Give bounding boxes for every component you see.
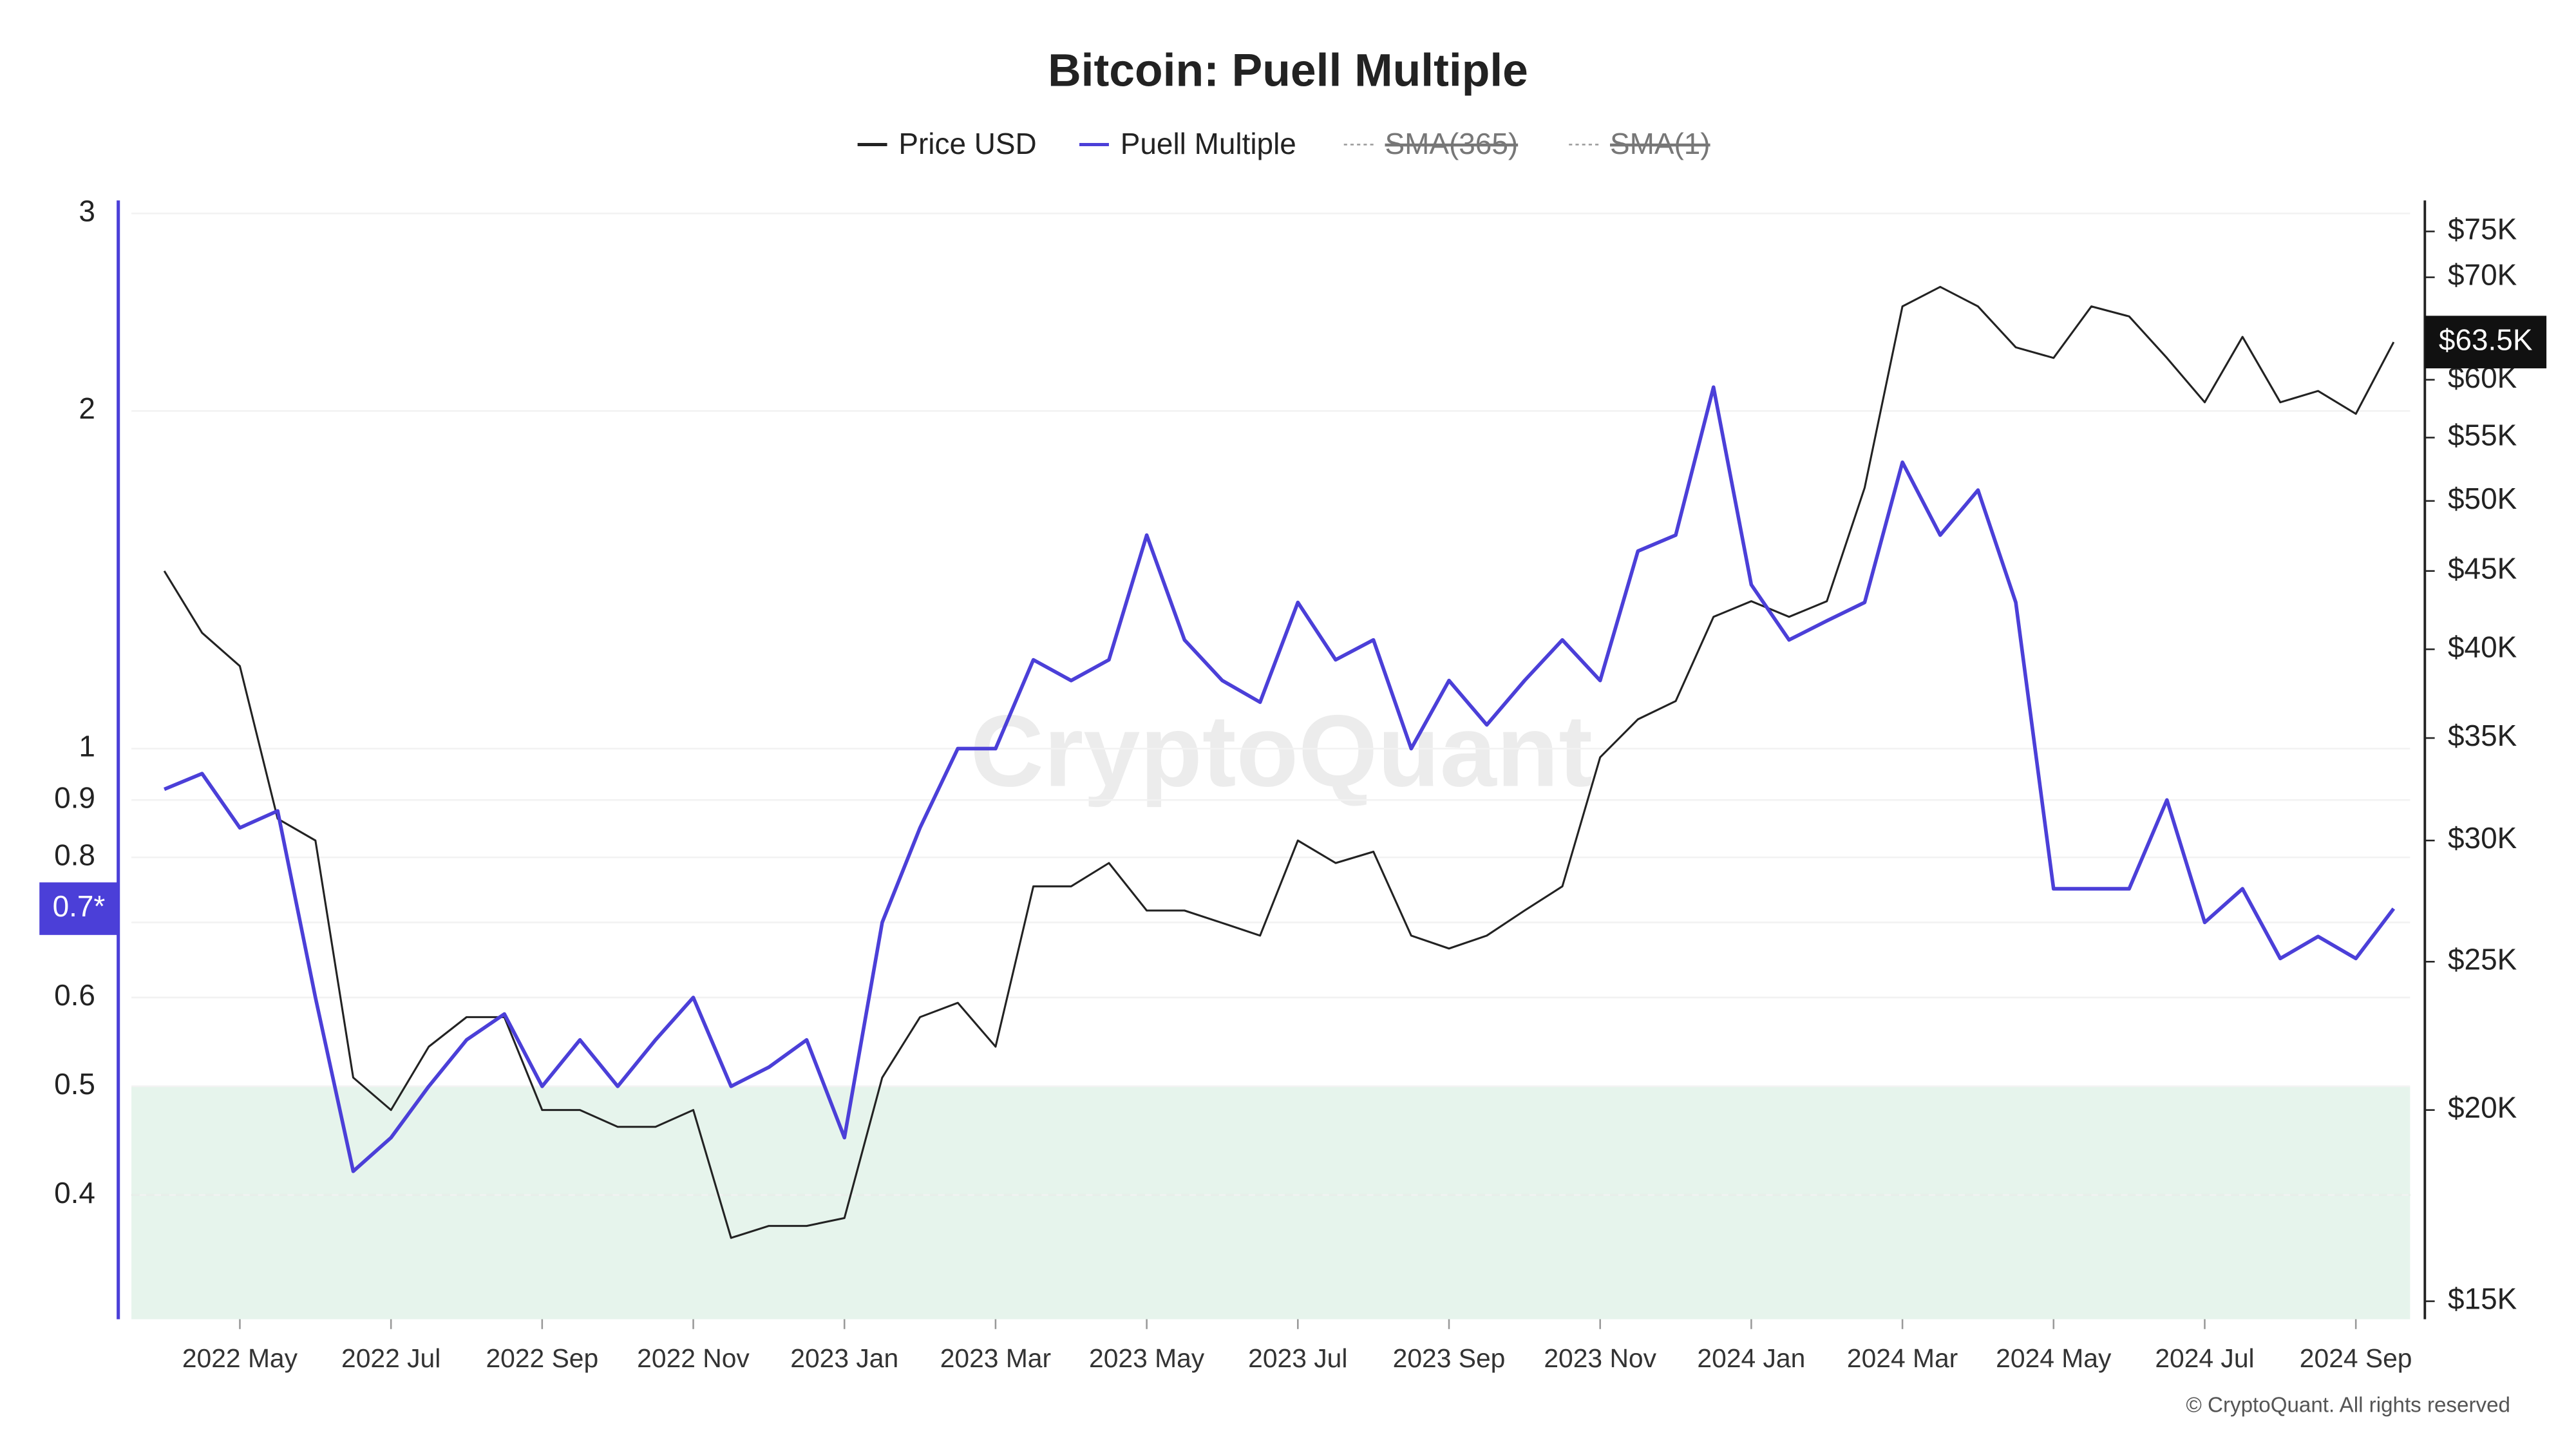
y2-tick-label: $70K	[2448, 258, 2517, 292]
y2-tick-label: $30K	[2448, 821, 2517, 855]
x-tick-label: 2022 Jul	[341, 1343, 440, 1373]
series-line	[163, 285, 2395, 1239]
x-tick-label: 2022 Sep	[486, 1343, 598, 1373]
legend-label: SMA(365)	[1385, 127, 1519, 160]
zone	[131, 1086, 2410, 1320]
y-tick-label: 0.4	[54, 1176, 95, 1209]
series-line	[164, 385, 2396, 1173]
footer: © CryptoQuant. All rights reserved	[2186, 1393, 2510, 1417]
legend-item[interactable]: Puell Multiple	[1079, 127, 1296, 160]
x-tick-label: 2024 Jul	[2155, 1343, 2254, 1373]
x-tick-label: 2023 Nov	[1544, 1343, 1656, 1373]
x-tick-label: 2023 Jan	[790, 1343, 898, 1373]
value-badge-label: $63.5K	[2439, 323, 2533, 356]
x-tick-label: 2023 Mar	[940, 1343, 1051, 1373]
y2-tick-label: $35K	[2448, 719, 2517, 752]
y-tick-label: 0.5	[54, 1067, 95, 1101]
x-tick-label: 2024 Mar	[1847, 1343, 1958, 1373]
legend-label: Puell Multiple	[1121, 127, 1296, 160]
y-tick-label: 0.9	[54, 781, 95, 814]
legend-label: SMA(1)	[1610, 127, 1710, 160]
y2-tick-label: $15K	[2448, 1282, 2517, 1316]
y2-tick-label: $55K	[2448, 419, 2517, 452]
y-tick-label: 0.6	[54, 978, 95, 1012]
x-tick-label: 2023 Sep	[1393, 1343, 1506, 1373]
y-tick-label: 2	[79, 392, 95, 425]
x-tick-label: 2022 Nov	[637, 1343, 750, 1373]
y-tick-label: 1	[79, 730, 95, 763]
y2-tick-label: $75K	[2448, 212, 2517, 245]
y-tick-label: 0.8	[54, 838, 95, 871]
x-tick-label: 2024 Jan	[1697, 1343, 1805, 1373]
x-tick-label: 2023 Jul	[1248, 1343, 1347, 1373]
y2-tick-label: $45K	[2448, 552, 2517, 585]
y2-tick-label: $20K	[2448, 1091, 2517, 1124]
y2-tick-label: $50K	[2448, 482, 2517, 515]
value-badge	[39, 882, 118, 935]
y2-tick-label: $25K	[2448, 942, 2517, 976]
x-tick-label: 2022 May	[182, 1343, 298, 1373]
legend-item[interactable]: SMA(1)	[1569, 127, 1710, 160]
legend-label: Price USD	[898, 127, 1036, 160]
legend-item[interactable]: SMA(365)	[1343, 127, 1519, 160]
value-badge	[2425, 316, 2547, 368]
chart-title: Bitcoin: Puell Multiple	[1048, 45, 1528, 97]
watermark: CryptoQuant	[971, 694, 1593, 808]
value-badge-label: 0.7*	[53, 889, 106, 923]
x-tick-label: 2024 May	[1996, 1343, 2112, 1373]
x-tick-label: 2023 May	[1089, 1343, 1205, 1373]
y-tick-label: 3	[79, 194, 95, 228]
legend-item[interactable]: Price USD	[857, 127, 1037, 160]
x-tick-label: 2024 Sep	[2300, 1343, 2412, 1373]
y2-tick-label: $40K	[2448, 630, 2517, 663]
